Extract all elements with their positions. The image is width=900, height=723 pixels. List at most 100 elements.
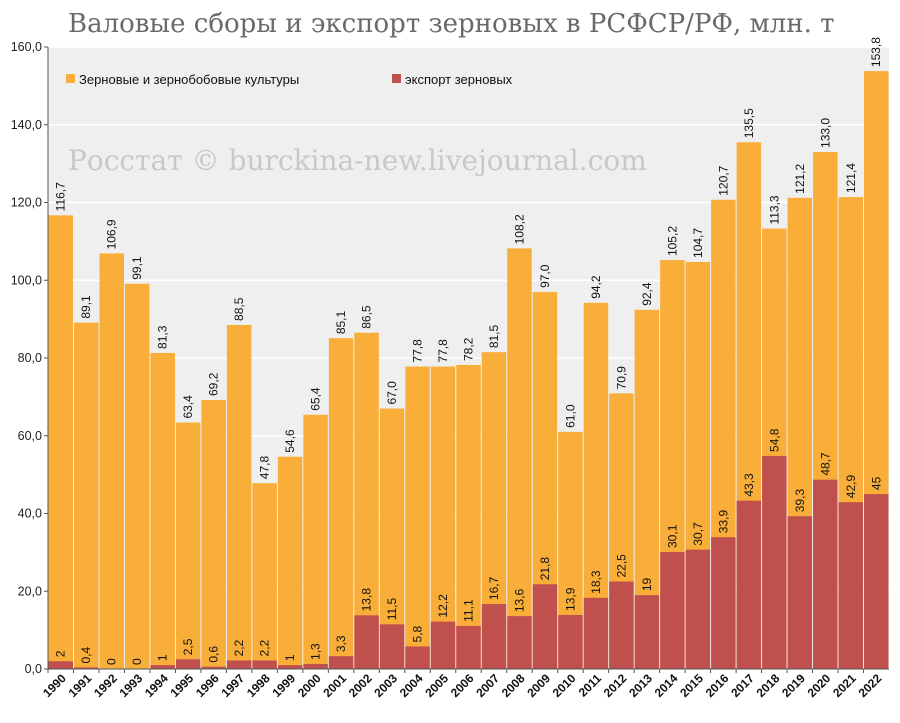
x-tick-label: 1993 xyxy=(117,671,146,700)
bar-harvest xyxy=(405,366,430,669)
harvest-value-label: 104,7 xyxy=(691,228,705,258)
export-value-label: 1,3 xyxy=(309,643,323,660)
bar-harvest xyxy=(48,215,73,670)
bar-harvest xyxy=(175,422,201,669)
bar-export xyxy=(838,502,864,669)
bar-export xyxy=(226,660,252,669)
x-tick-label: 1998 xyxy=(244,671,273,700)
y-tick-label: 120,0 xyxy=(11,196,42,210)
bar-harvest xyxy=(226,324,252,669)
harvest-value-label: 108,2 xyxy=(512,214,526,244)
bar-harvest xyxy=(456,364,481,669)
harvest-value-label: 116,7 xyxy=(54,182,68,211)
export-value-label: 1 xyxy=(283,654,297,661)
y-tick-label: 40,0 xyxy=(18,507,42,521)
x-tick-label: 2013 xyxy=(626,671,655,700)
x-tick-label: 2001 xyxy=(320,671,349,700)
bar-export xyxy=(583,597,609,669)
export-value-label: 11,5 xyxy=(385,598,399,621)
harvest-value-label: 65,4 xyxy=(309,387,323,411)
harvest-value-label: 77,8 xyxy=(411,339,425,363)
x-tick-label: 2011 xyxy=(576,671,605,700)
bar-export xyxy=(864,494,889,669)
export-value-label: 18,3 xyxy=(589,570,603,594)
harvest-value-label: 78,2 xyxy=(462,337,476,361)
bar-export xyxy=(201,666,226,669)
bar-harvest xyxy=(507,248,532,669)
x-tick-label: 2016 xyxy=(703,671,732,700)
bar-harvest xyxy=(150,352,175,669)
y-tick-label: 0,0 xyxy=(25,662,42,676)
bar-export xyxy=(558,614,583,669)
bar-export xyxy=(481,604,507,669)
bar-export xyxy=(711,537,736,669)
bar-export xyxy=(303,663,328,669)
export-value-label: 0 xyxy=(105,658,119,665)
bar-export xyxy=(328,656,354,669)
export-value-label: 19 xyxy=(640,577,654,591)
legend-label-harvest: Зерновые и зернобобовые культуры xyxy=(79,72,299,87)
bar-harvest xyxy=(252,483,277,669)
legend-swatch-harvest xyxy=(66,74,75,83)
x-tick-label: 2000 xyxy=(295,671,324,700)
harvest-value-label: 153,8 xyxy=(869,37,883,67)
harvest-value-label: 81,3 xyxy=(156,325,170,349)
harvest-value-label: 105,2 xyxy=(665,226,679,256)
harvest-value-label: 88,5 xyxy=(232,297,246,321)
export-value-label: 22,5 xyxy=(614,554,628,578)
harvest-value-label: 61,0 xyxy=(563,404,577,428)
x-tick-label: 2020 xyxy=(805,671,834,700)
bar-export xyxy=(532,584,558,669)
bar-export xyxy=(175,659,201,669)
x-tick-label: 2007 xyxy=(473,671,502,700)
harvest-value-label: 120,7 xyxy=(716,165,730,195)
bar-harvest xyxy=(303,414,328,669)
harvest-value-label: 86,5 xyxy=(360,305,374,329)
bar-harvest xyxy=(73,322,99,669)
x-tick-label: 2006 xyxy=(448,671,477,700)
bar-export xyxy=(277,665,303,669)
x-tick-label: 1990 xyxy=(40,671,69,700)
x-tick-label: 1997 xyxy=(218,671,247,700)
bar-export xyxy=(609,581,634,669)
harvest-value-label: 113,3 xyxy=(767,195,781,224)
harvest-value-label: 85,1 xyxy=(334,310,348,334)
export-value-label: 33,9 xyxy=(716,510,730,534)
harvest-value-label: 67,0 xyxy=(385,381,399,405)
export-value-label: 45 xyxy=(869,476,883,490)
bar-harvest xyxy=(328,338,354,669)
y-tick-label: 80,0 xyxy=(18,351,42,365)
harvest-value-label: 69,2 xyxy=(207,372,221,396)
y-tick-label: 100,0 xyxy=(11,273,42,287)
harvest-value-label: 81,5 xyxy=(487,324,501,348)
bars xyxy=(48,71,889,670)
x-tick-label: 2022 xyxy=(856,671,885,700)
export-value-label: 39,3 xyxy=(793,489,807,513)
x-tick-label: 2008 xyxy=(499,671,528,700)
export-value-label: 30,7 xyxy=(691,522,705,546)
bar-export xyxy=(507,616,532,669)
legend: Зерновые и зернобобовые культуры экспорт… xyxy=(66,72,513,87)
bar-export xyxy=(685,549,711,669)
y-tick-label: 140,0 xyxy=(11,118,42,132)
y-tick-label: 60,0 xyxy=(18,429,42,443)
x-tick-label: 2005 xyxy=(422,671,451,700)
x-tick-label: 2019 xyxy=(779,671,808,700)
bar-export xyxy=(456,625,481,669)
harvest-value-label: 77,8 xyxy=(436,339,450,363)
harvest-value-label: 89,1 xyxy=(79,295,93,319)
export-value-label: 2,2 xyxy=(258,639,272,656)
export-value-label: 12,2 xyxy=(436,594,450,618)
x-tick-label: 2017 xyxy=(728,671,757,700)
export-value-label: 2,5 xyxy=(181,638,195,655)
x-tick-label: 2018 xyxy=(754,671,783,700)
x-tick-label: 2009 xyxy=(524,671,553,700)
x-tick-label: 1992 xyxy=(91,671,120,700)
bar-export xyxy=(379,624,405,669)
bar-export xyxy=(48,661,73,669)
export-value-label: 1 xyxy=(156,654,170,661)
export-value-label: 2,2 xyxy=(232,639,246,656)
x-tick-label: 2021 xyxy=(830,671,859,700)
export-value-label: 2 xyxy=(54,650,68,657)
legend-swatch-export xyxy=(392,74,401,83)
